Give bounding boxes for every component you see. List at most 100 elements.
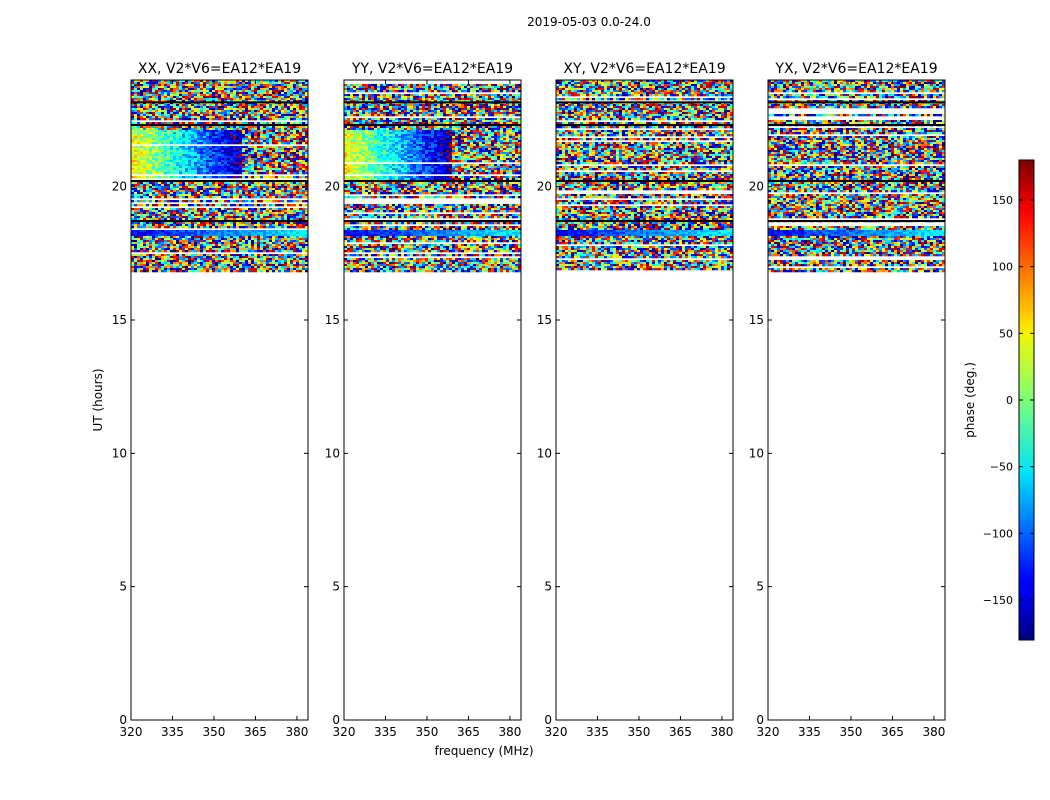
heatmap-cell bbox=[131, 244, 135, 247]
heatmap-cell bbox=[140, 212, 144, 215]
heatmap-cell bbox=[173, 230, 177, 233]
heatmap-cell bbox=[182, 176, 186, 179]
heatmap-cell bbox=[302, 188, 306, 191]
heatmap-cell bbox=[257, 256, 261, 259]
heatmap-cell bbox=[224, 236, 228, 239]
heatmap-cell bbox=[248, 88, 252, 91]
heatmap-cell bbox=[248, 204, 252, 207]
heatmap-cell bbox=[188, 232, 192, 235]
heatmap-cell bbox=[224, 86, 228, 89]
heatmap-cell bbox=[218, 162, 222, 165]
heatmap-cell bbox=[149, 254, 153, 257]
heatmap-cell bbox=[257, 142, 261, 145]
heatmap-cell bbox=[299, 186, 303, 189]
heatmap-cell bbox=[215, 138, 219, 141]
heatmap-cell bbox=[146, 182, 150, 185]
heatmap-cell bbox=[245, 230, 249, 233]
heatmap-cell bbox=[170, 208, 174, 211]
heatmap-cell bbox=[245, 192, 249, 195]
heatmap-cell bbox=[224, 154, 228, 157]
heatmap-cell bbox=[149, 164, 153, 167]
heatmap-cell bbox=[293, 200, 297, 203]
heatmap-cell bbox=[185, 130, 189, 133]
heatmap-cell bbox=[137, 224, 141, 227]
heatmap-cell bbox=[275, 240, 279, 243]
heatmap-cell bbox=[200, 128, 204, 131]
heatmap-cell bbox=[182, 266, 186, 269]
heatmap-cell bbox=[152, 218, 156, 221]
heatmap-cell bbox=[167, 264, 171, 267]
heatmap-cell bbox=[161, 200, 165, 203]
heatmap-cell bbox=[179, 128, 183, 131]
heatmap-cell bbox=[152, 158, 156, 161]
heatmap-cell bbox=[197, 84, 201, 87]
heatmap-cell bbox=[179, 92, 183, 95]
heatmap-cell bbox=[188, 216, 192, 219]
heatmap-cell bbox=[260, 194, 264, 197]
heatmap-cell bbox=[239, 138, 243, 141]
heatmap-cell bbox=[245, 216, 249, 219]
heatmap-cell bbox=[254, 134, 258, 137]
heatmap-cell bbox=[302, 86, 306, 89]
heatmap-cell bbox=[305, 112, 309, 115]
heatmap-cell bbox=[251, 186, 255, 189]
heatmap-cell bbox=[293, 246, 297, 249]
heatmap-cell bbox=[281, 168, 285, 171]
heatmap-cell bbox=[176, 214, 180, 217]
heatmap-cell bbox=[179, 192, 183, 195]
heatmap-cell bbox=[269, 138, 273, 141]
heatmap-cell bbox=[194, 98, 198, 101]
heatmap-cell bbox=[251, 238, 255, 241]
heatmap-cell bbox=[185, 242, 189, 245]
heatmap-cell bbox=[188, 184, 192, 187]
heatmap-cell bbox=[263, 148, 267, 151]
heatmap-cell bbox=[140, 138, 144, 141]
heatmap-cell bbox=[143, 164, 147, 167]
heatmap-cell bbox=[167, 90, 171, 93]
heatmap-cell bbox=[149, 196, 153, 199]
heatmap-cell bbox=[137, 170, 141, 173]
heatmap-cell bbox=[212, 140, 216, 143]
heatmap-cell bbox=[218, 224, 222, 227]
heatmap-cell bbox=[182, 234, 186, 237]
heatmap-cell bbox=[206, 204, 210, 207]
heatmap-cell bbox=[251, 86, 255, 89]
heatmap-cell bbox=[209, 128, 213, 131]
heatmap-cell bbox=[287, 100, 291, 103]
heatmap-cell bbox=[197, 162, 201, 165]
heatmap-cell bbox=[296, 240, 300, 243]
heatmap-cell bbox=[167, 84, 171, 87]
heatmap-cell bbox=[248, 98, 252, 101]
heatmap-cell bbox=[164, 226, 168, 229]
heatmap-cell bbox=[158, 176, 162, 179]
heatmap-cell bbox=[164, 212, 168, 215]
heatmap-cell bbox=[287, 160, 291, 163]
heatmap-cell bbox=[296, 86, 300, 89]
heatmap-cell bbox=[281, 88, 285, 91]
heatmap-cell bbox=[167, 136, 171, 139]
heatmap-cell bbox=[251, 260, 255, 263]
heatmap-cell bbox=[284, 240, 288, 243]
heatmap-cell bbox=[200, 106, 204, 109]
heatmap-cell bbox=[197, 250, 201, 253]
heatmap-cell bbox=[254, 214, 258, 217]
heatmap-cell bbox=[293, 108, 297, 111]
heatmap-cell bbox=[203, 86, 207, 89]
heatmap-cell bbox=[290, 118, 294, 121]
heatmap-cell bbox=[182, 100, 186, 103]
heatmap-cell bbox=[197, 224, 201, 227]
heatmap-cell bbox=[212, 164, 216, 167]
heatmap-cell bbox=[209, 250, 213, 253]
heatmap-cell bbox=[224, 112, 228, 115]
heatmap-cell bbox=[296, 254, 300, 257]
heatmap-cell bbox=[215, 92, 219, 95]
heatmap-cell bbox=[134, 224, 138, 227]
heatmap-cell bbox=[269, 156, 273, 159]
heatmap-cell bbox=[275, 122, 279, 125]
heatmap-cell bbox=[140, 192, 144, 195]
heatmap-cell bbox=[164, 262, 168, 265]
heatmap-cell bbox=[206, 214, 210, 217]
heatmap-cell bbox=[158, 114, 162, 117]
heatmap-cell bbox=[206, 132, 210, 135]
heatmap-cell bbox=[152, 142, 156, 145]
